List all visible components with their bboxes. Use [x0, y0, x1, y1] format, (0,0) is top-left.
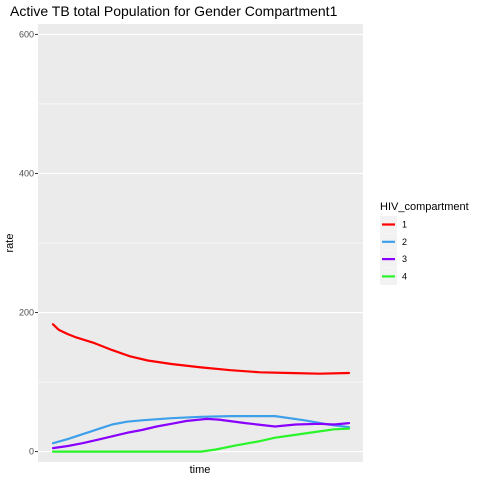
series-line-1: [51, 323, 351, 375]
y-tick-label: 0: [29, 447, 34, 457]
series-lines: [51, 323, 351, 453]
legend-label-1: 1: [402, 220, 407, 230]
legend-title: HIV_compartment: [380, 201, 469, 213]
x-axis-title: time: [190, 464, 211, 476]
y-axis-title: rate: [4, 234, 16, 253]
y-tick-label: 600: [19, 29, 34, 39]
y-tick-label: 200: [19, 308, 34, 318]
chart-title: Active TB total Population for Gender Co…: [10, 3, 338, 19]
series-line-3: [51, 417, 351, 450]
legend-label-3: 3: [402, 254, 407, 264]
series-line-2: [51, 415, 351, 445]
legend-label-2: 2: [402, 237, 407, 247]
y-tick-label: 400: [19, 168, 34, 178]
legend-label-4: 4: [402, 271, 407, 281]
series-line-4: [51, 427, 351, 453]
legend: HIV_compartment 1 2 3 4: [380, 201, 469, 285]
y-axis: 0 200 400 600: [19, 29, 38, 457]
